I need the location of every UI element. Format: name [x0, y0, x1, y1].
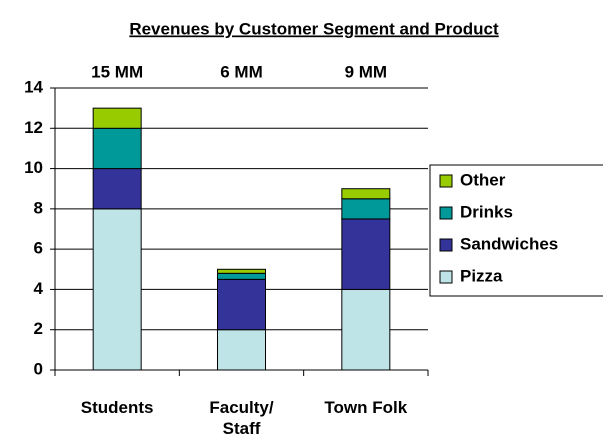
bar-segment [217, 272, 266, 280]
bar-segment [217, 329, 266, 371]
y-tick-label: 8 [34, 198, 43, 217]
y-tick-label: 14 [24, 77, 43, 96]
annotation: 9 MM [345, 62, 388, 81]
bar-segment [341, 188, 391, 200]
legend-label: Drinks [460, 202, 513, 221]
chart-title: Revenues by Customer Segment and Product [129, 19, 499, 38]
y-tick-label: 10 [24, 158, 43, 177]
legend-swatch [439, 174, 453, 188]
y-tick-label: 4 [34, 279, 44, 298]
y-tick-label: 12 [24, 118, 43, 137]
bar-segment [92, 208, 142, 371]
legend-swatch [439, 270, 453, 284]
x-tick-label: Town Folk [324, 398, 408, 417]
annotation: 6 MM [220, 62, 263, 81]
legend-swatch [439, 206, 453, 220]
bar-segment [217, 278, 266, 331]
legend-label: Sandwiches [460, 234, 558, 253]
bar-segment [341, 218, 391, 290]
annotation: 15 MM [91, 62, 143, 81]
legend-swatch [439, 238, 453, 252]
y-tick-label: 6 [34, 239, 43, 258]
bar-segment [92, 107, 142, 129]
x-tick-label: Students [80, 398, 154, 417]
bar-segment [341, 198, 391, 220]
bar-segment [92, 127, 142, 170]
y-tick-label: 2 [34, 319, 43, 338]
x-tick-label: Faculty/ Staff [209, 398, 274, 438]
legend-box [429, 164, 603, 297]
bar-segment [92, 168, 142, 210]
y-tick-label: 0 [34, 359, 43, 378]
bar-segment [217, 268, 266, 274]
legend-label: Pizza [460, 266, 503, 285]
bar-segment [341, 288, 391, 371]
legend-label: Other [460, 170, 506, 189]
